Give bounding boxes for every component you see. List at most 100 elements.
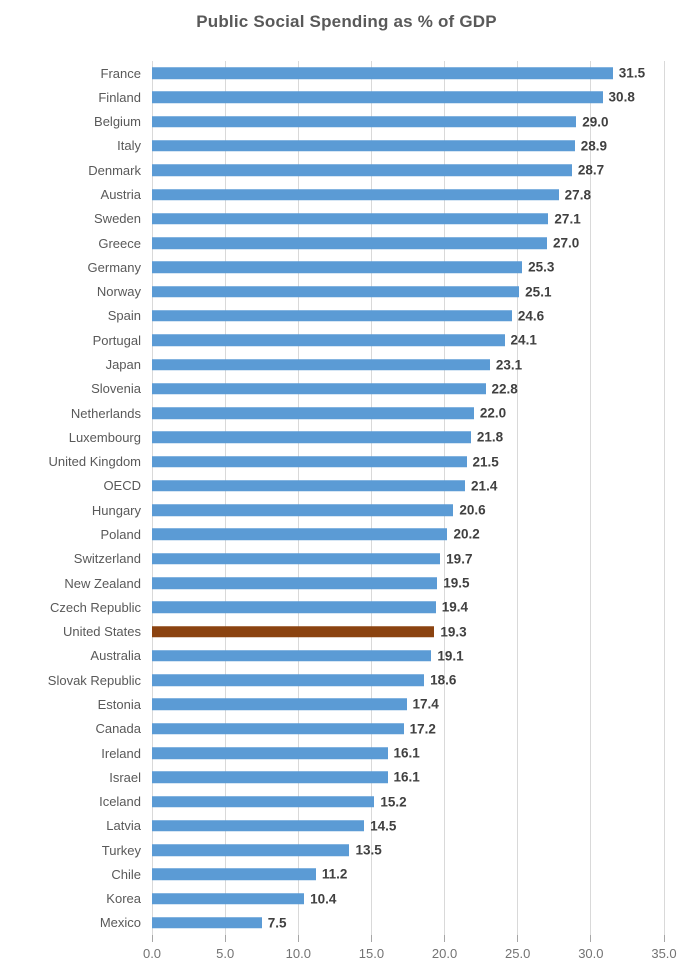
- bar-value-label: 14.5: [370, 818, 397, 834]
- gridline: [151, 61, 153, 935]
- bar-row: 20.2: [152, 522, 664, 546]
- bar-row: 19.4: [152, 595, 664, 619]
- bar-value-label: 18.6: [430, 672, 457, 688]
- category-label: New Zealand: [64, 575, 141, 591]
- category-label: Norway: [96, 284, 141, 300]
- y-axis-category-labels: France Finland Belgium Italy Denmark Austria S…: [0, 61, 141, 935]
- category-label: Denmark: [88, 162, 141, 178]
- bar: [152, 771, 388, 784]
- bar: [152, 917, 262, 929]
- bar: [152, 601, 436, 614]
- x-axis: 0.0 5.0 10.0 15.0 20.0 25.0 30.0 35.0: [143, 935, 677, 974]
- bar-row: 14.5: [152, 814, 664, 838]
- category-label: Czech Republic: [49, 599, 141, 615]
- category-label: Estonia: [97, 696, 141, 712]
- bar-row: 15.2: [152, 789, 664, 813]
- bar-value-label: 7.5: [267, 915, 287, 931]
- category-label: Korea: [106, 891, 141, 907]
- bar-row: 24.6: [152, 304, 664, 328]
- bar: [152, 480, 466, 492]
- bar: [152, 67, 613, 79]
- category-label: Italy: [117, 138, 141, 154]
- x-axis-tick-label: 0.0: [142, 946, 162, 961]
- bar-row: 27.0: [152, 231, 664, 255]
- bar-value-label: 21.8: [476, 429, 504, 445]
- category-label: Sweden: [94, 211, 141, 227]
- gridline: [224, 61, 226, 935]
- bar-value-label: 30.8: [608, 89, 635, 105]
- bar: [152, 358, 490, 371]
- bar-row: 19.1: [152, 644, 664, 668]
- category-label: Portugal: [92, 332, 141, 348]
- bar-value-label: 22.0: [479, 405, 507, 421]
- x-axis-tick-label: 35.0: [651, 946, 677, 961]
- bar-row: 25.1: [152, 280, 664, 304]
- x-axis-tick: [151, 935, 153, 942]
- bar-row: 11.2: [152, 862, 664, 886]
- x-axis-tick-label: 20.0: [431, 946, 458, 961]
- gridline: [444, 61, 446, 935]
- category-label: Switzerland: [73, 551, 141, 567]
- bar-value-label: 21.5: [472, 454, 499, 470]
- bar: [152, 577, 438, 589]
- bar-row: 17.2: [152, 717, 664, 741]
- category-label: Slovak Republic: [47, 672, 141, 688]
- bar-value-label: 15.2: [380, 794, 407, 810]
- bar: [152, 674, 425, 686]
- category-label: Latvia: [106, 818, 141, 834]
- bar: [152, 844, 350, 856]
- bar-row: 30.8: [152, 85, 664, 109]
- bar: [152, 650, 432, 662]
- bar-value-label: 19.1: [437, 648, 464, 664]
- bar-value-label: 29.0: [582, 114, 609, 130]
- bar: [152, 868, 316, 881]
- category-label: Canada: [95, 721, 141, 737]
- bar: [152, 553, 441, 565]
- category-label: Germany: [87, 259, 141, 275]
- category-label: Austria: [100, 187, 141, 203]
- bar: [152, 698, 407, 711]
- bar-value-label: 16.1: [393, 745, 420, 761]
- bar-value-label: 25.3: [528, 259, 555, 275]
- x-axis-tick: [663, 935, 665, 942]
- bar-value-label: 10.4: [310, 891, 337, 907]
- bar-value-label: 22.8: [491, 381, 518, 397]
- bar-value-label: 25.1: [525, 284, 552, 300]
- category-label: United Kingdom: [48, 454, 142, 470]
- gridline: [517, 61, 519, 935]
- x-axis-tick: [297, 935, 299, 942]
- bar: [152, 310, 512, 322]
- bar: [152, 213, 549, 225]
- x-axis-tick-label: 10.0: [285, 946, 311, 961]
- bar-row: 16.1: [152, 741, 664, 765]
- x-axis-tick: [590, 935, 592, 942]
- category-label: Japan: [105, 357, 141, 373]
- bar: [152, 140, 575, 152]
- x-axis-tick-label: 25.0: [505, 946, 531, 961]
- bar-row: 19.3: [152, 619, 664, 643]
- bar: [152, 188, 559, 201]
- bar: [152, 820, 365, 832]
- bar-value-label: 24.6: [517, 308, 545, 324]
- bar-rows: 31.5 30.8 29.0 28.9 28.7 27.8 27.1 27.0 …: [152, 61, 664, 935]
- category-label: Israel: [109, 769, 141, 785]
- category-label: Finland: [98, 89, 141, 105]
- bar-value-label: 23.1: [495, 357, 523, 373]
- bar-value-label: 17.2: [409, 721, 436, 737]
- category-label: United States: [62, 624, 141, 640]
- bar-row: 17.4: [152, 692, 664, 716]
- bar-value-label: 31.5: [618, 65, 646, 81]
- bar: [152, 504, 454, 516]
- x-axis-tick: [224, 935, 226, 942]
- bar-row: 7.5: [152, 911, 664, 935]
- bar-value-label: 27.0: [552, 235, 580, 251]
- bar-row: 21.5: [152, 450, 664, 474]
- category-label: Slovenia: [91, 381, 141, 397]
- category-label: Mexico: [99, 915, 141, 931]
- bar: [152, 285, 520, 298]
- bar-row: 20.6: [152, 498, 664, 522]
- bar: [152, 431, 471, 444]
- bar-value-label: 17.4: [412, 696, 439, 712]
- bar: [152, 261, 523, 274]
- bar-row: 23.1: [152, 352, 664, 376]
